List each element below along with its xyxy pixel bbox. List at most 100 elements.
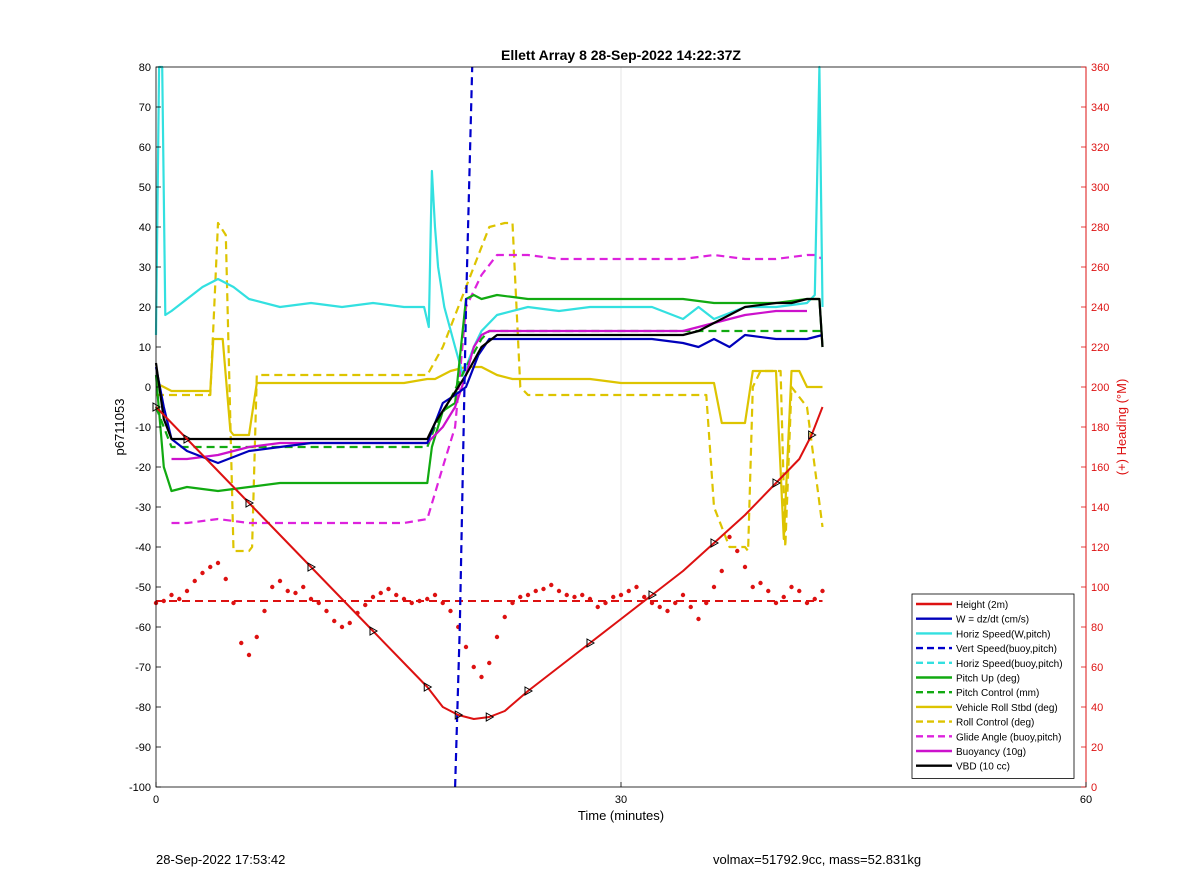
height-marker (423, 682, 433, 692)
y2-tick-label: 80 (1091, 622, 1103, 634)
legend-label: Glide Angle (buoy,pitch) (956, 732, 1061, 743)
y-tick-label: -100 (129, 782, 151, 794)
legend-label: Vert Speed(buoy,pitch) (956, 644, 1057, 655)
y2-tick-label: 280 (1091, 222, 1109, 234)
legend-label: Pitch Up (deg) (956, 674, 1020, 685)
y2-tick-label: 300 (1091, 182, 1109, 194)
series-line (454, 66, 474, 788)
y-tick-label: -80 (135, 702, 151, 714)
heading-point (386, 586, 391, 592)
heading-point (471, 664, 476, 670)
series-line (154, 297, 824, 441)
y-tick-label: 10 (139, 342, 151, 354)
series-line (154, 329, 823, 449)
y-axis-label: p6711053 (112, 399, 127, 456)
heading-point (719, 568, 724, 574)
heading-point (293, 590, 298, 596)
legend-label: Roll Control (deg) (956, 718, 1034, 729)
heading-point (564, 592, 569, 598)
height-marker (586, 638, 596, 648)
series-line (155, 406, 824, 720)
heading-point (742, 564, 748, 570)
y2-axis-label: (+) Heading (°M) (1114, 379, 1129, 476)
heading-point (161, 598, 166, 604)
y-axis-left: 80 70 60 50 40 30 20 10 0 -10 -20 -30 -40 -50 -60 -70 -8… (129, 62, 161, 794)
footer-volmax-mass: volmax=51792.9cc, mass=52.831kg (713, 852, 922, 867)
heading-point (518, 594, 523, 600)
y2-tick-label: 20 (1091, 742, 1103, 754)
legend-label: Horiz Speed(W,pitch) (956, 629, 1050, 640)
y-tick-label: 0 (145, 382, 151, 394)
heading-point (177, 596, 182, 602)
heading-point (301, 584, 306, 590)
height-marker (152, 402, 162, 412)
heading-point (215, 560, 221, 566)
y-tick-label: 30 (139, 262, 151, 274)
height-marker (648, 590, 658, 600)
heading-point (711, 584, 717, 590)
series-line (171, 309, 807, 461)
heading-point (533, 588, 538, 594)
heading-point (611, 594, 616, 600)
heading-point (394, 592, 399, 598)
heading-point (184, 588, 190, 594)
heading-point (223, 576, 228, 582)
height-marker (245, 498, 255, 508)
heading-point (409, 600, 414, 606)
heading-point (549, 582, 554, 588)
heading-point (525, 592, 531, 598)
y2-tick-label: 160 (1091, 462, 1109, 474)
legend-label: W = dz/dt (cm/s) (956, 615, 1029, 626)
heading-point (363, 602, 368, 608)
heading-point (494, 634, 500, 640)
heading-point (673, 600, 678, 606)
series-line (154, 333, 823, 465)
height-marker (524, 686, 534, 696)
heading-point (618, 592, 624, 598)
heading-point (696, 616, 701, 622)
heading-point (200, 570, 205, 576)
y-tick-label: 50 (139, 182, 151, 194)
heading-point (556, 588, 562, 594)
heading-point (750, 584, 755, 590)
y2-tick-label: 180 (1091, 422, 1109, 434)
height-marker (772, 478, 782, 488)
heading-point (510, 600, 515, 606)
series-layer (152, 65, 825, 788)
legend-label: Pitch Control (mm) (956, 688, 1039, 699)
y-tick-label: -90 (135, 742, 151, 754)
heading-point (603, 600, 608, 606)
x-axis: 0 30 60 (153, 782, 1092, 806)
heading-point (324, 608, 329, 614)
heading-point (735, 548, 740, 554)
y-tick-label: -40 (135, 542, 151, 554)
y2-tick-label: 220 (1091, 342, 1109, 354)
x-tick-label: 0 (153, 794, 159, 806)
heading-point (463, 644, 469, 650)
y-tick-label: 70 (139, 102, 151, 114)
legend-label: Vehicle Roll Stbd (deg) (956, 703, 1058, 714)
y2-tick-label: 340 (1091, 102, 1109, 114)
height-marker (710, 538, 720, 548)
legend-label: Buoyancy (10g) (956, 747, 1026, 758)
heading-point (448, 608, 453, 614)
heading-point (425, 596, 430, 602)
heading-point (308, 596, 314, 602)
heading-point (789, 584, 794, 590)
heading-point (649, 600, 655, 606)
heading-point (758, 580, 763, 586)
x-axis-label: Time (minutes) (578, 808, 664, 823)
y2-tick-label: 140 (1091, 502, 1109, 514)
footer-timestamp: 28-Sep-2022 17:53:42 (156, 852, 286, 867)
y-tick-label: 20 (139, 302, 151, 314)
heading-point (192, 578, 197, 584)
heading-point (231, 600, 236, 606)
y2-tick-label: 360 (1091, 62, 1109, 74)
heading-point (797, 588, 802, 594)
x-tick-label: 60 (1080, 794, 1092, 806)
series-line (171, 253, 824, 525)
heading-point (820, 588, 825, 594)
heading-point (432, 592, 438, 598)
heading-point (339, 624, 345, 630)
heading-point (704, 600, 709, 606)
